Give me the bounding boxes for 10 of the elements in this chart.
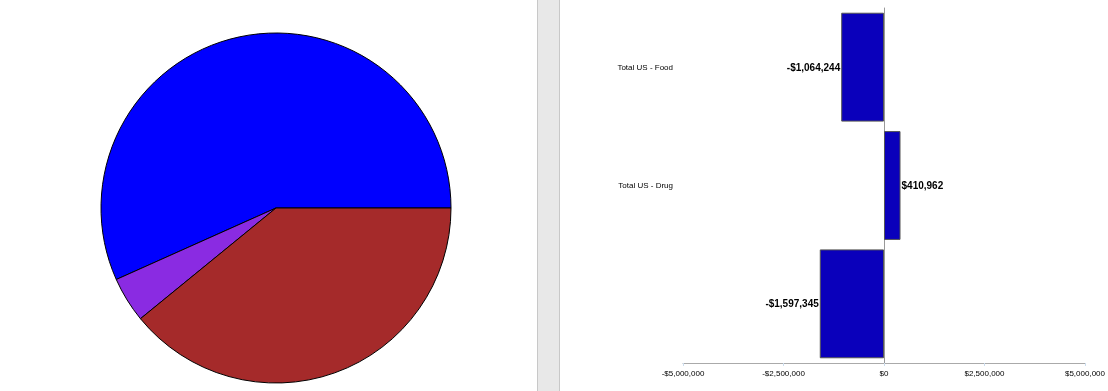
data-label: -$1,597,345	[765, 298, 820, 310]
x-tick-label: $5,000,000	[1064, 368, 1106, 378]
y-tick-label: Total US - Drug	[618, 181, 673, 190]
x-tick-label: -$5,000,000	[661, 368, 705, 378]
data-label: $410,962	[901, 180, 944, 191]
x-tick-label: -$2,500,000	[762, 368, 806, 378]
x-tick-label: $0	[879, 368, 889, 378]
x-tick-label: $2,500,000	[964, 368, 1006, 378]
y-tick-label: Total US - Food	[617, 62, 673, 72]
data-label: -$1,064,244	[786, 61, 841, 73]
